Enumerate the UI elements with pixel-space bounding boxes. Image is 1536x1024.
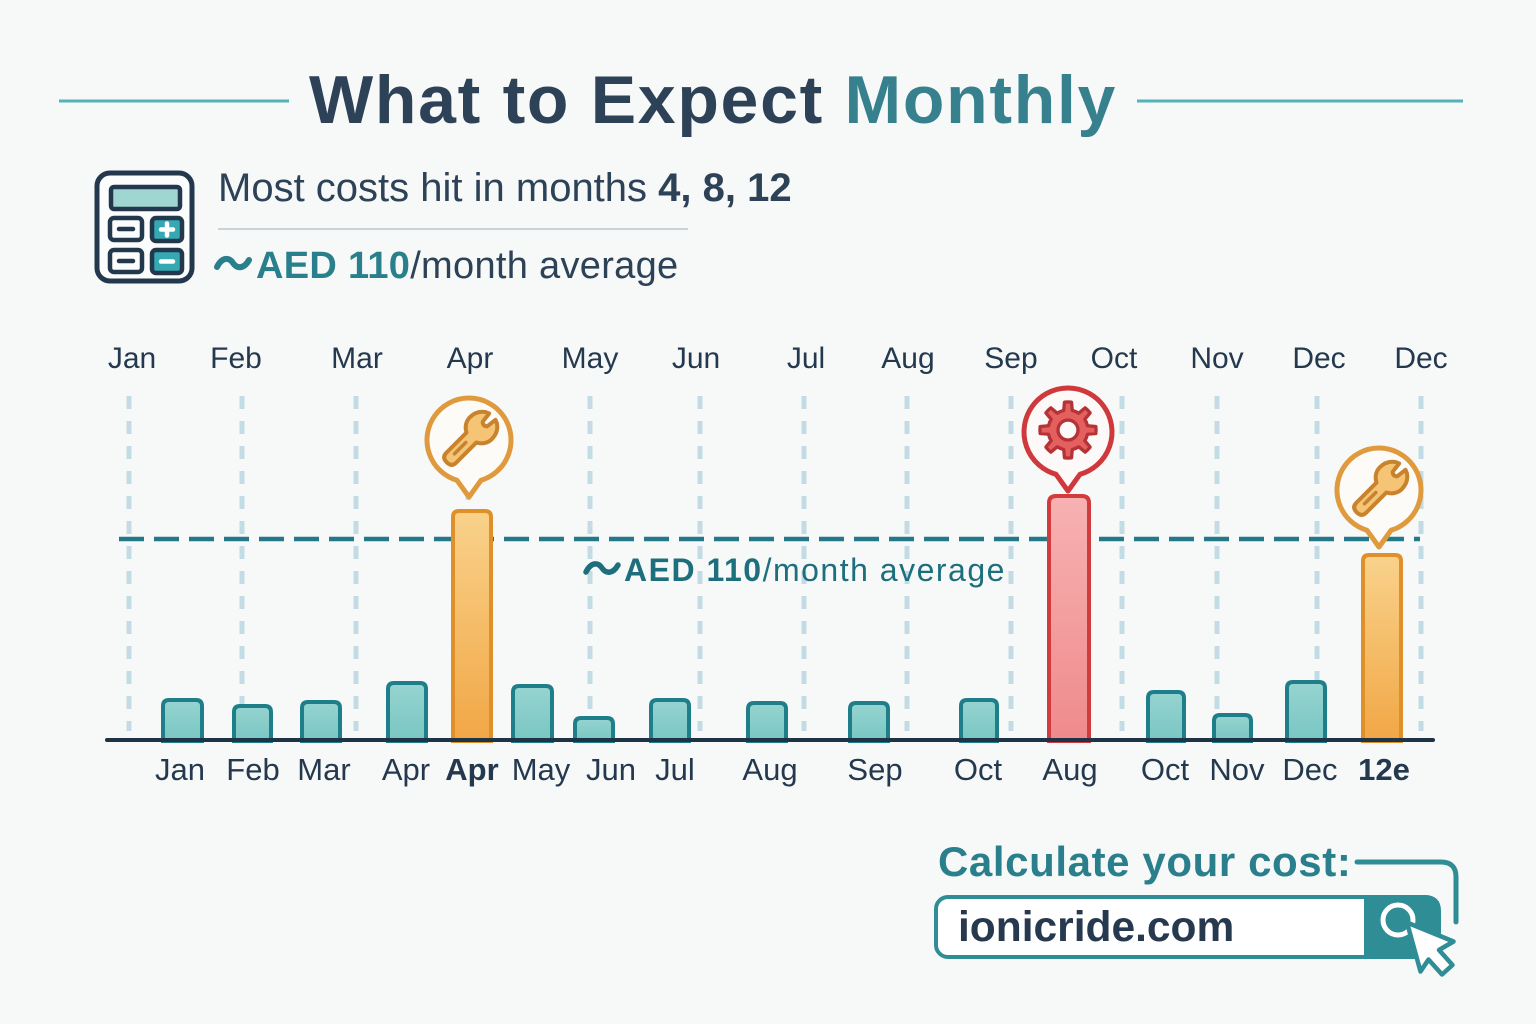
svg-text:Feb: Feb [226,752,279,787]
svg-text:Jun: Jun [586,752,636,787]
svg-text:Jul: Jul [787,342,825,375]
svg-text:Oct: Oct [1091,342,1138,375]
svg-text:12e: 12e [1358,752,1410,787]
svg-text:What to Expect Monthly: What to Expect Monthly [309,62,1117,138]
svg-text:Oct: Oct [954,752,1003,787]
svg-text:May: May [562,342,619,375]
svg-text:May: May [512,752,571,787]
svg-text:Sep: Sep [847,752,902,787]
svg-text:Dec: Dec [1394,342,1447,375]
svg-text:Dec: Dec [1282,752,1337,787]
svg-text:Aug: Aug [881,342,934,375]
svg-text:Mar: Mar [331,342,383,375]
svg-text:ionicride.com: ionicride.com [958,904,1234,951]
svg-text:Nov: Nov [1190,342,1243,375]
svg-text:Jan: Jan [108,342,156,375]
svg-text:Dec: Dec [1292,342,1345,375]
svg-text:Jul: Jul [655,752,695,787]
svg-text:Most costs hit in months 4, 8,: Most costs hit in months 4, 8, 12 [218,166,792,210]
svg-text:AED 110/month average: AED 110/month average [624,552,1006,588]
svg-text:Aug: Aug [1042,752,1097,787]
svg-text:Apr: Apr [447,342,494,375]
svg-text:Aug: Aug [742,752,797,787]
svg-text:Nov: Nov [1209,752,1265,787]
svg-text:Feb: Feb [210,342,262,375]
svg-text:Apr: Apr [382,752,430,787]
svg-text:AED 110/month average: AED 110/month average [256,245,678,287]
svg-text:Oct: Oct [1141,752,1190,787]
svg-text:Calculate your cost:: Calculate your cost: [938,838,1351,885]
svg-text:Sep: Sep [984,342,1037,375]
svg-text:Mar: Mar [297,752,350,787]
svg-text:Jun: Jun [672,342,720,375]
svg-text:Apr: Apr [445,752,498,787]
svg-text:Jan: Jan [155,752,205,787]
